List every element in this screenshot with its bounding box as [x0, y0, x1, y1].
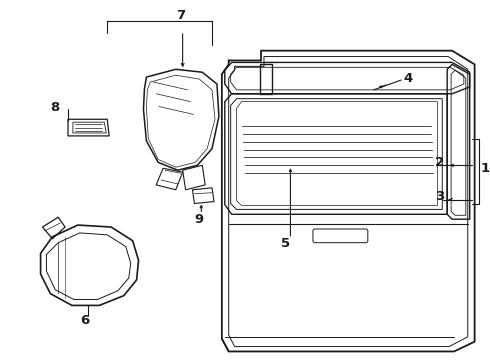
Text: 3: 3: [435, 190, 444, 203]
Text: 8: 8: [50, 101, 60, 114]
Text: 1: 1: [481, 162, 490, 175]
Text: 9: 9: [195, 213, 204, 226]
Text: 2: 2: [435, 156, 444, 169]
Text: 6: 6: [80, 314, 89, 327]
Text: 5: 5: [281, 237, 290, 250]
Text: 7: 7: [176, 9, 185, 22]
Text: 4: 4: [403, 72, 413, 85]
